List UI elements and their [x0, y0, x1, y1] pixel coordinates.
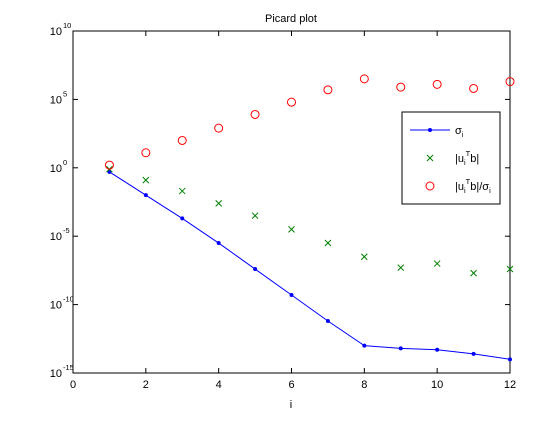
x-tick-label: 4: [216, 379, 222, 391]
y-tick-exponent: -5: [63, 226, 70, 235]
data-point: [142, 176, 150, 184]
data-point: [324, 239, 332, 247]
series-2: [104, 74, 515, 170]
x-tick-label: 0: [70, 379, 76, 391]
legend-label: σi: [455, 125, 464, 139]
legend-swatch-marker: [426, 154, 434, 162]
data-point: [216, 241, 221, 246]
data-point: [505, 77, 515, 87]
data-point: [143, 193, 148, 198]
data-point: [251, 212, 259, 220]
y-tick-base: 10: [50, 26, 62, 38]
data-point: [141, 148, 151, 158]
data-point: [432, 79, 442, 89]
legend-swatch-marker: [428, 128, 432, 132]
data-point: [104, 160, 114, 170]
data-point: [362, 343, 367, 348]
y-tick-base: 10: [50, 231, 62, 243]
data-point: [289, 293, 294, 298]
legend-box: [401, 111, 501, 205]
y-tick-exponent: 5: [63, 89, 67, 98]
data-point: [359, 74, 369, 84]
data-point: [214, 123, 224, 133]
data-point: [360, 253, 368, 261]
x-tick-label: 8: [361, 379, 367, 391]
series-layer: [104, 74, 515, 362]
y-tick-exponent: -10: [63, 295, 74, 304]
data-point: [398, 346, 403, 351]
data-point: [215, 200, 223, 207]
y-tick-base: 10: [50, 368, 62, 380]
y-tick-exponent: 0: [63, 158, 67, 167]
data-point: [470, 269, 477, 277]
data-point: [107, 169, 112, 174]
y-tick-base: 10: [50, 163, 62, 175]
x-tick-label: 2: [143, 379, 149, 391]
series-0: [107, 169, 512, 362]
series-1: [106, 165, 514, 277]
data-point: [471, 351, 476, 356]
data-point: [177, 135, 187, 145]
legend-entry: |uiTb|: [426, 149, 479, 167]
data-point: [433, 260, 441, 267]
data-point: [323, 85, 333, 95]
x-axis-label: i: [290, 399, 292, 411]
data-point: [396, 82, 406, 92]
data-point: [469, 83, 479, 93]
data-point: [435, 347, 440, 352]
x-tick-label: 6: [288, 379, 294, 391]
x-tick-label: 12: [504, 379, 516, 391]
chart-title: Picard plot: [265, 13, 317, 25]
legend-label: |uiTb|/σi: [455, 177, 491, 195]
data-point: [178, 187, 186, 195]
series-line: [109, 171, 511, 360]
data-point: [506, 265, 514, 273]
data-point: [250, 109, 260, 119]
y-tick-base: 10: [50, 94, 62, 106]
data-point: [325, 319, 330, 324]
data-point: [180, 216, 185, 221]
y-tick-base: 10: [50, 300, 62, 312]
data-point: [253, 267, 258, 272]
data-point: [508, 357, 512, 362]
legend-entry: |uiTb|/σi: [425, 177, 491, 195]
data-point: [288, 226, 295, 233]
legend-label: |uiTb|: [455, 149, 479, 167]
data-point: [287, 97, 296, 107]
x-axis-ticks: 0 2 4 6 8 10 12: [70, 31, 516, 391]
x-tick-label: 10: [431, 379, 443, 391]
legend: σi |uiTb| |uiTb|/σi: [401, 111, 501, 205]
legend-entry: σi: [410, 125, 464, 139]
y-tick-exponent: -15: [63, 363, 74, 372]
legend-swatch-marker: [425, 181, 435, 191]
y-tick-exponent: 10: [63, 21, 71, 30]
data-point: [397, 264, 405, 272]
